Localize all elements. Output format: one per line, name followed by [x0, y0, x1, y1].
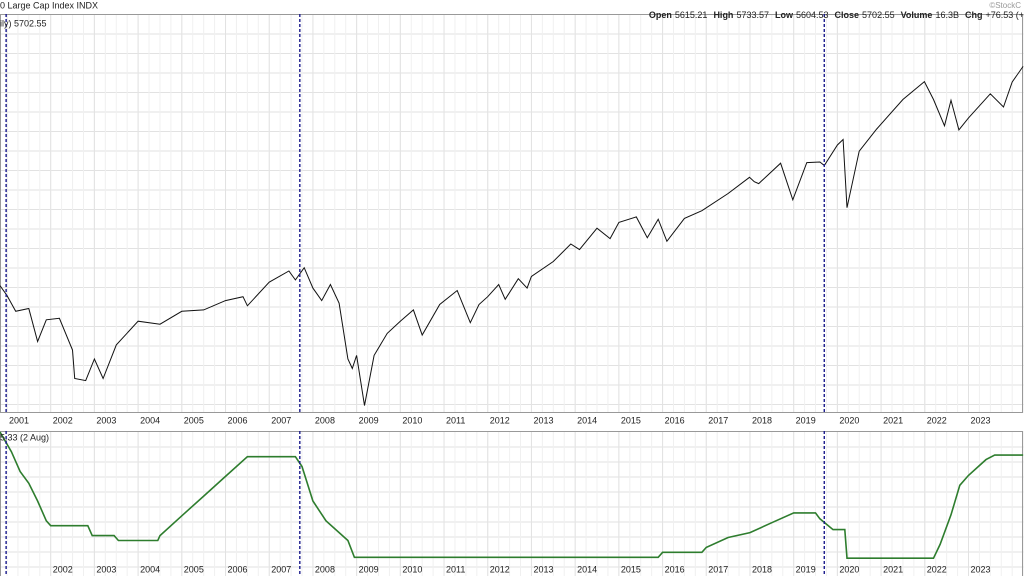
quote-line: Open 5615.21 High 5733.57 Low 5604.53 Close 570… [649, 10, 1024, 20]
x-tick-label: 2001 [9, 415, 29, 425]
quote-label: Low [775, 10, 794, 20]
x-tick-label: 2020 [839, 415, 859, 425]
x-tick-label: 2003 [96, 415, 116, 425]
price-line [0, 66, 1024, 406]
x-tick-label: 2005 [184, 415, 204, 425]
x-tick-label: 2009 [359, 415, 379, 425]
x-tick-label: 2021 [883, 564, 903, 574]
chart-title: 0 Large Cap Index INDX [0, 0, 98, 10]
quote-label: Volume [901, 10, 933, 20]
quote-value: 5604.53 [796, 10, 829, 20]
x-tick-label: 2019 [796, 564, 816, 574]
x-tick-label: 2022 [927, 564, 947, 574]
quote-label: Close [835, 10, 860, 20]
x-tick-label: 2018 [752, 564, 772, 574]
x-tick-label: 2006 [228, 415, 248, 425]
x-tick-label: 2007 [271, 415, 291, 425]
series [0, 431, 1024, 559]
x-tick-label: 2015 [621, 564, 641, 574]
panel-label: 5.33 (2 Aug) [0, 432, 49, 442]
x-tick-label: 2002 [53, 415, 73, 425]
quote-label: Chg [965, 10, 983, 20]
x-tick-label: 2003 [96, 564, 116, 574]
x-tick-label: 2008 [315, 564, 335, 574]
marks: 2001 2002 2003 2004 2005 2006 2007 2008 2009 2010… [0, 14, 1024, 576]
x-tick-label: 2012 [490, 415, 510, 425]
price-panel-frame [0, 14, 1023, 413]
x-tick-label: 2023 [970, 415, 990, 425]
x-tick-label: 2018 [752, 415, 772, 425]
x-tick-label: 2021 [883, 415, 903, 425]
quote-value: 16.3B [935, 10, 959, 20]
x-tick-label: 2014 [577, 564, 597, 574]
x-tick-label: 2013 [533, 415, 553, 425]
layout [0, 14, 1024, 576]
x-tick-label: 2015 [621, 415, 641, 425]
x-tick-label: 2002 [53, 564, 73, 574]
x-tick-label: 2009 [359, 564, 379, 574]
x-tick-label: 2014 [577, 415, 597, 425]
quote-value: 5702.55 [862, 10, 895, 20]
watermark: ©StockC [989, 1, 1021, 10]
x-tick-label: 2008 [315, 415, 335, 425]
x-tick-label: 2006 [228, 564, 248, 574]
x-tick-label: 2004 [140, 564, 160, 574]
price-line [0, 431, 1024, 559]
x-tick-label: 2013 [533, 564, 553, 574]
x-tick-label: 2022 [927, 415, 947, 425]
quote-value: 5615.21 [675, 10, 708, 20]
x-tick-label: 2019 [796, 415, 816, 425]
series [0, 66, 1024, 406]
x-tick-label: 2017 [708, 415, 728, 425]
x-tick-label: 2007 [271, 564, 291, 574]
rate-panel-frame [0, 431, 1023, 576]
x-tick-label: 2023 [970, 564, 990, 574]
x-tick-label: 2010 [402, 564, 422, 574]
x-tick-label: 2020 [839, 564, 859, 574]
panel-label: ily) 5702.55 [0, 18, 47, 28]
x-tick-label: 2016 [665, 415, 685, 425]
x-tick-label: 2004 [140, 415, 160, 425]
x-tick-label: 2016 [665, 564, 685, 574]
x-tick-label: 2011 [446, 415, 465, 425]
x-tick-label: 2017 [708, 564, 728, 574]
x-tick-label: 2012 [490, 564, 510, 574]
quote-value: 5733.57 [736, 10, 769, 20]
quote-value: +76.53 (+ [985, 10, 1024, 20]
texts: 0 Large Cap Index INDX ily) 5702.55 5.33… [0, 0, 1024, 442]
quote-label: Open [649, 10, 672, 20]
x-tick-label: 2011 [446, 564, 465, 574]
x-tick-label: 2005 [184, 564, 204, 574]
quote-label: High [713, 10, 733, 20]
x-tick-label: 2010 [402, 415, 422, 425]
